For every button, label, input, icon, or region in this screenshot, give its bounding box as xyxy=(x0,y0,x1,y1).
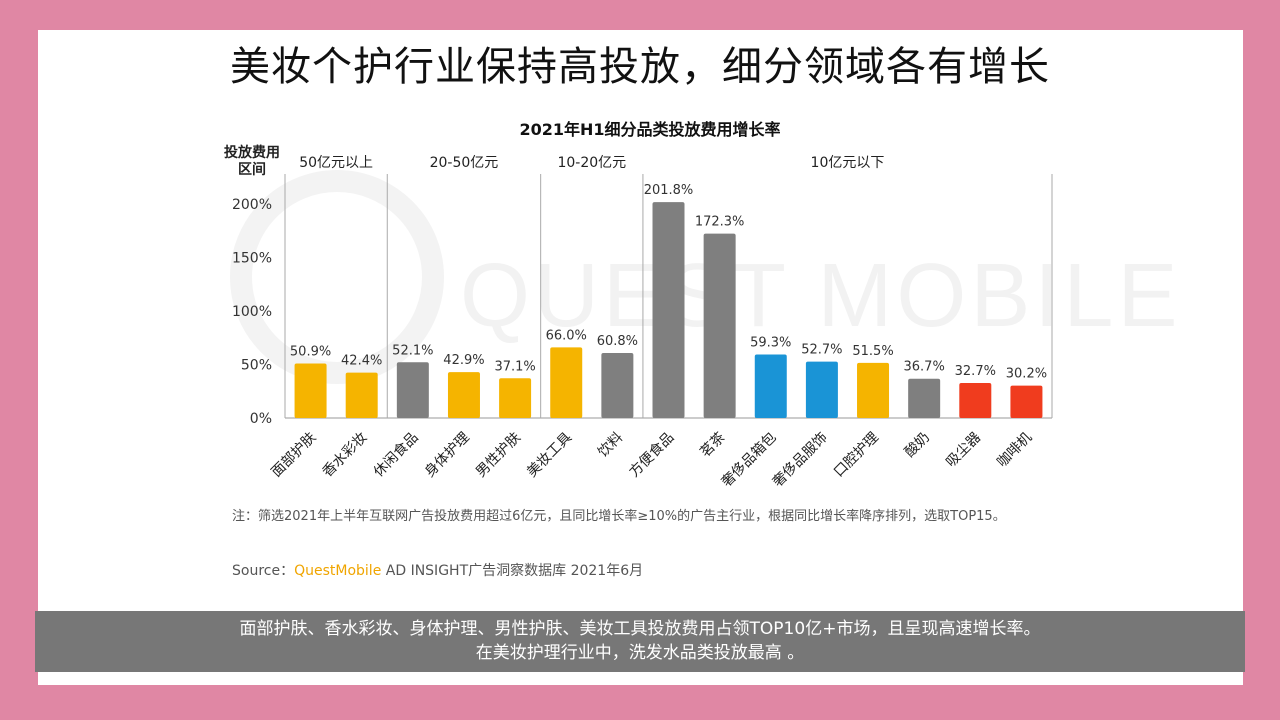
data-label: 37.1% xyxy=(494,359,535,374)
data-label: 42.4% xyxy=(341,354,382,369)
slide-background xyxy=(38,30,1243,685)
bar xyxy=(345,372,378,418)
group-label: 10亿元以下 xyxy=(811,155,885,171)
summary-bar: 面部护肤、香水彩妆、身体护理、男性护肤、美妆工具投放费用占领TOP10亿+市场，… xyxy=(35,611,1245,672)
x-tick-label: 口腔护理 xyxy=(831,430,882,481)
x-tick-label: 奢侈品服饰 xyxy=(770,430,831,491)
bar xyxy=(499,378,532,418)
bar xyxy=(652,202,685,418)
x-tick-label: 吸尘器 xyxy=(943,430,984,471)
summary-line-1: 面部护肤、香水彩妆、身体护理、男性护肤、美妆工具投放费用占领TOP10亿+市场，… xyxy=(239,619,1041,639)
data-label: 50.9% xyxy=(290,345,331,360)
x-tick-label: 休闲食品 xyxy=(370,429,422,481)
source-brand: QuestMobile xyxy=(294,563,382,579)
data-label: 201.8% xyxy=(644,183,694,198)
bar xyxy=(805,361,838,418)
group-label: 20-50亿元 xyxy=(430,155,499,171)
x-tick-label: 饮料 xyxy=(595,430,626,461)
y-tick-label: 200% xyxy=(232,197,272,213)
y-tick-label: 0% xyxy=(250,411,272,427)
y-tick-label: 100% xyxy=(232,304,272,320)
data-label: 32.7% xyxy=(955,364,996,379)
data-label: 59.3% xyxy=(750,336,791,351)
bar xyxy=(294,363,327,418)
y-tick-label: 50% xyxy=(241,358,272,374)
bar xyxy=(908,378,941,418)
bar xyxy=(601,352,634,418)
bar xyxy=(447,372,480,418)
source-line: Source：QuestMobile AD INSIGHT广告洞察数据库 202… xyxy=(232,560,643,580)
y-axis-label: 区间 xyxy=(238,161,266,178)
data-label: 30.2% xyxy=(1006,367,1047,382)
bar xyxy=(857,362,890,418)
data-label: 52.1% xyxy=(392,343,433,358)
x-tick-label: 身体护理 xyxy=(422,430,473,481)
x-tick-label: 面部护肤 xyxy=(268,430,319,481)
x-tick-label: 美妆工具 xyxy=(524,430,575,481)
page-title: 美妆个护行业保持高投放，细分领域各有增长 xyxy=(230,44,1050,90)
bar xyxy=(550,347,583,418)
data-label: 51.5% xyxy=(852,344,893,359)
bar xyxy=(1010,385,1043,418)
x-tick-label: 酸奶 xyxy=(902,430,933,461)
x-tick-label: 男性护肤 xyxy=(473,430,524,481)
source-prefix: Source： xyxy=(232,563,295,579)
x-tick-label: 咖啡机 xyxy=(994,430,1035,471)
group-label: 50亿元以上 xyxy=(299,155,373,171)
x-tick-label: 奢侈品箱包 xyxy=(719,430,780,491)
chart-title: 2021年H1细分品类投放费用增长率 xyxy=(519,120,781,139)
data-label: 66.0% xyxy=(546,328,587,343)
data-label: 36.7% xyxy=(904,360,945,375)
x-tick-label: 香水彩妆 xyxy=(320,430,371,481)
bar xyxy=(703,233,736,418)
data-label: 60.8% xyxy=(597,334,638,349)
bar xyxy=(396,362,429,418)
y-axis-label: 投放费用 xyxy=(224,144,280,161)
bar xyxy=(754,354,787,418)
x-tick-label: 茗茶 xyxy=(697,430,728,461)
summary-line-2: 在美妆护理行业中，洗发水品类投放最高 。 xyxy=(475,643,805,663)
source-suffix: AD INSIGHT广告洞察数据库 2021年6月 xyxy=(381,563,644,579)
y-tick-label: 150% xyxy=(232,251,272,267)
data-label: 42.9% xyxy=(443,353,484,368)
chart-note: 注：筛选2021年上半年互联网广告投放费用超过6亿元，且同比增长率≥10%的广告… xyxy=(232,509,1006,524)
group-label: 10-20亿元 xyxy=(557,155,626,171)
data-label: 52.7% xyxy=(801,343,842,358)
x-tick-label: 方便食品 xyxy=(626,429,678,481)
bar xyxy=(959,383,992,418)
data-label: 172.3% xyxy=(695,215,745,230)
watermark: QUEST MOBILE xyxy=(460,246,1182,346)
